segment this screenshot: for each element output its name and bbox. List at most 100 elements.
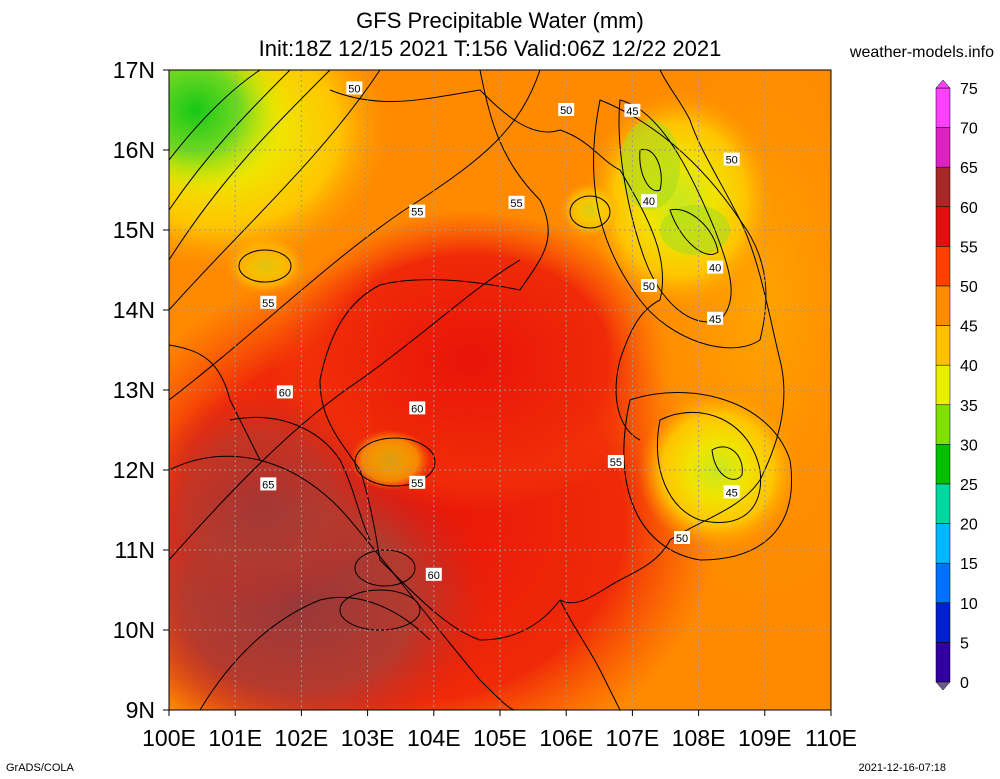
map-title: GFS Precipitable Water (mm) [356, 8, 644, 33]
timestamp-label: 2021-12-16-07:18 [858, 762, 946, 774]
lat-tick-label: 15N [113, 217, 155, 243]
graticule [169, 70, 831, 710]
lon-tick-label: 102E [275, 725, 329, 751]
map-subtitle: Init:18Z 12/15 2021 T:156 Valid:06Z 12/2… [258, 36, 722, 61]
contour-value-label: 60 [425, 567, 442, 582]
legend-tick-label: 60 [960, 200, 978, 217]
svg-text:50: 50 [676, 533, 688, 545]
contour-value-label: 60 [276, 385, 293, 399]
lon-tick-label: 101E [208, 725, 262, 751]
lat-tick-label: 17N [113, 57, 155, 83]
contour-value-label: 40 [707, 260, 724, 275]
legend-swatch [935, 166, 951, 208]
lon-tick-label: 104E [407, 725, 461, 751]
lon-tick-label: 105E [473, 725, 527, 751]
svg-text:60: 60 [279, 387, 291, 399]
longitude-axis: 100E 101E 102E 103E 104E 105E 106E 107E 108E 109E… [142, 710, 857, 751]
lat-tick-label: 16N [113, 137, 155, 163]
contour-value-label: 65 [260, 477, 277, 491]
contour-value-label: 45 [624, 103, 641, 118]
legend-swatch [935, 285, 951, 326]
contour-value-label: 55 [409, 204, 426, 219]
legend-tick-label: 65 [960, 160, 978, 177]
contour-value-label: 60 [409, 401, 426, 415]
legend-tick-label: 70 [960, 121, 978, 138]
lon-tick-label: 108E [672, 725, 726, 751]
svg-text:55: 55 [411, 478, 423, 490]
legend-tick-label: 30 [960, 437, 978, 454]
svg-text:45: 45 [626, 106, 638, 118]
contour-value-label: 55 [260, 295, 277, 310]
contour-value-label: 55 [409, 475, 426, 490]
contour-value-label: 55 [607, 455, 624, 469]
contour-value-label: 50 [723, 152, 740, 167]
legend-min-cap [935, 681, 951, 691]
svg-text:55: 55 [411, 207, 423, 219]
legend-swatch [935, 483, 951, 524]
legend-swatch [935, 642, 951, 683]
contour-value-label: 50 [674, 531, 691, 545]
svg-text:60: 60 [428, 570, 440, 582]
contour-lines [169, 70, 792, 710]
svg-text:50: 50 [726, 155, 738, 167]
svg-text:40: 40 [709, 263, 721, 275]
legend-swatch [935, 325, 951, 366]
lat-tick-label: 13N [113, 377, 155, 403]
lat-tick-label: 11N [115, 537, 156, 563]
lat-tick-label: 10N [113, 617, 155, 643]
svg-text:65: 65 [262, 479, 274, 491]
legend-tick-label: 15 [960, 556, 978, 573]
legend-tick-label: 45 [960, 319, 978, 336]
credit-label: GrADS/COLA [6, 762, 74, 774]
svg-text:45: 45 [726, 487, 738, 499]
contour-labels: 50 50 45 50 40 55 55 40 50 55 45 60 60 55 55 65 45 50 60 [260, 81, 740, 582]
brand-label: weather-models.info [849, 44, 994, 61]
legend-tick-label: 50 [960, 279, 978, 296]
lat-tick-label: 9N [126, 697, 155, 723]
coastline-borders [169, 70, 785, 710]
svg-text:45: 45 [709, 314, 721, 326]
lat-tick-label: 14N [113, 297, 155, 323]
legend-swatch [935, 523, 951, 564]
contour-value-label: 50 [558, 103, 575, 117]
legend-tick-label: 5 [960, 635, 969, 652]
lon-tick-label: 100E [142, 725, 196, 751]
legend-swatch [935, 444, 951, 485]
legend-swatch [935, 87, 951, 128]
legend-tick-label: 0 [960, 675, 969, 692]
latitude-axis: 17N 16N 15N 14N 13N 12N 11N 10N 9N [113, 57, 169, 723]
legend-swatch [935, 404, 951, 445]
contour-value-label: 55 [508, 195, 525, 210]
legend-swatch [935, 364, 951, 406]
legend-swatch [935, 562, 951, 604]
legend-tick-label: 25 [960, 477, 978, 494]
legend-max-cap [935, 79, 951, 89]
lon-tick-label: 110E [805, 725, 857, 751]
svg-text:50: 50 [560, 105, 572, 117]
contour-value-label: 50 [346, 81, 363, 95]
svg-text:40: 40 [643, 196, 655, 208]
legend-swatch [935, 206, 951, 247]
svg-text:50: 50 [643, 281, 655, 293]
legend-swatch [935, 246, 951, 287]
legend-tick-label: 35 [960, 398, 978, 415]
legend-swatch [935, 127, 951, 168]
legend-swatch [935, 602, 951, 643]
legend-tick-label: 20 [960, 517, 978, 534]
legend-tick-label: 40 [960, 358, 978, 375]
svg-text:55: 55 [510, 198, 522, 210]
svg-text:60: 60 [411, 403, 423, 415]
lon-tick-label: 103E [341, 725, 395, 751]
contour-value-label: 40 [640, 194, 657, 208]
contour-value-label: 50 [640, 279, 657, 293]
contour-value-label: 45 [707, 311, 724, 326]
lat-tick-label: 12N [113, 457, 155, 483]
svg-text:50: 50 [348, 83, 360, 95]
svg-text:55: 55 [610, 457, 622, 469]
contour-value-label: 45 [723, 485, 740, 499]
lon-tick-label: 107E [606, 725, 660, 751]
legend-tick-label: 55 [960, 239, 978, 256]
legend-tick-label: 10 [960, 596, 978, 613]
